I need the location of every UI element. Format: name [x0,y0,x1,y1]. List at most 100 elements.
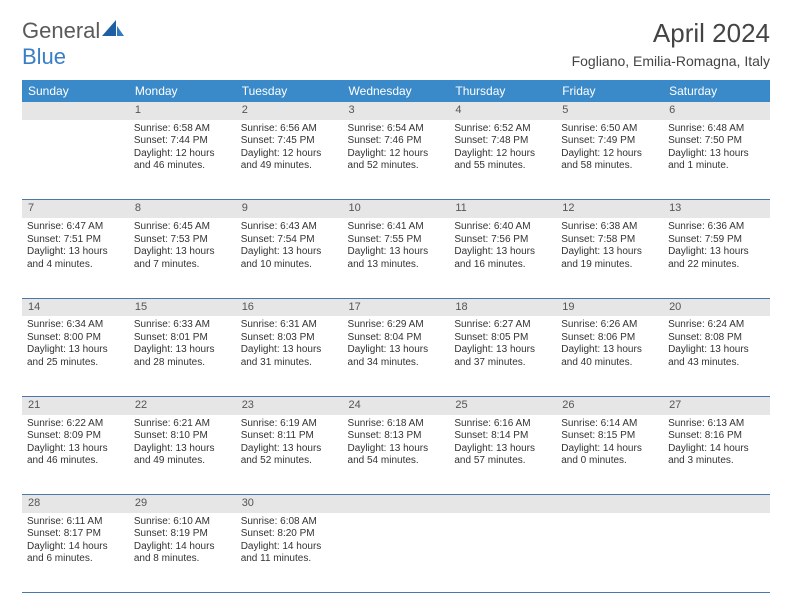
day-cell: Sunrise: 6:38 AMSunset: 7:58 PMDaylight:… [556,218,663,298]
day-number: 7 [22,200,129,218]
sunrise-text: Sunrise: 6:21 AM [134,418,231,431]
daylight-text: Daylight: 12 hours and 49 minutes. [241,148,338,173]
sunset-text: Sunset: 7:44 PM [134,135,231,148]
daylight-text: Daylight: 13 hours and 54 minutes. [348,443,445,468]
day-cell: Sunrise: 6:19 AMSunset: 8:11 PMDaylight:… [236,415,343,495]
daylight-text: Daylight: 14 hours and 3 minutes. [668,443,765,468]
day-number: 23 [236,396,343,414]
daylight-text: Daylight: 13 hours and 1 minute. [668,148,765,173]
daylight-text: Daylight: 13 hours and 22 minutes. [668,246,765,271]
day-number: 9 [236,200,343,218]
day-cell: Sunrise: 6:34 AMSunset: 8:00 PMDaylight:… [22,316,129,396]
daylight-text: Daylight: 12 hours and 58 minutes. [561,148,658,173]
day-cell [343,513,450,593]
sunset-text: Sunset: 8:03 PM [241,332,338,345]
logo: General Blue [22,18,124,70]
day-number: 29 [129,495,236,513]
sunset-text: Sunset: 8:16 PM [668,430,765,443]
sunset-text: Sunset: 8:20 PM [241,528,338,541]
sunrise-text: Sunrise: 6:22 AM [27,418,124,431]
day-cell: Sunrise: 6:13 AMSunset: 8:16 PMDaylight:… [663,415,770,495]
day-number: 19 [556,298,663,316]
sunrise-text: Sunrise: 6:29 AM [348,319,445,332]
day-number: 6 [663,102,770,120]
daynum-row: 78910111213 [22,200,770,218]
day-cell: Sunrise: 6:58 AMSunset: 7:44 PMDaylight:… [129,120,236,200]
day-cell: Sunrise: 6:18 AMSunset: 8:13 PMDaylight:… [343,415,450,495]
sunrise-text: Sunrise: 6:47 AM [27,221,124,234]
day-cell: Sunrise: 6:11 AMSunset: 8:17 PMDaylight:… [22,513,129,593]
day-number: 13 [663,200,770,218]
day-number: 21 [22,396,129,414]
daylight-text: Daylight: 14 hours and 0 minutes. [561,443,658,468]
day-cell: Sunrise: 6:52 AMSunset: 7:48 PMDaylight:… [449,120,556,200]
logo-word1: General [22,18,100,43]
sunrise-text: Sunrise: 6:14 AM [561,418,658,431]
sunrise-text: Sunrise: 6:13 AM [668,418,765,431]
day-number: 30 [236,495,343,513]
day-cell: Sunrise: 6:43 AMSunset: 7:54 PMDaylight:… [236,218,343,298]
daynum-row: 123456 [22,102,770,120]
sunset-text: Sunset: 8:11 PM [241,430,338,443]
day-cell: Sunrise: 6:54 AMSunset: 7:46 PMDaylight:… [343,120,450,200]
day-number: 2 [236,102,343,120]
day-cell [556,513,663,593]
sunset-text: Sunset: 8:10 PM [134,430,231,443]
sunrise-text: Sunrise: 6:38 AM [561,221,658,234]
sunrise-text: Sunrise: 6:36 AM [668,221,765,234]
sunset-text: Sunset: 8:09 PM [27,430,124,443]
day-number: 11 [449,200,556,218]
day-cell: Sunrise: 6:27 AMSunset: 8:05 PMDaylight:… [449,316,556,396]
sunrise-text: Sunrise: 6:18 AM [348,418,445,431]
weekday-header: Saturday [663,80,770,102]
daylight-text: Daylight: 13 hours and 46 minutes. [27,443,124,468]
day-number [343,495,450,513]
sunset-text: Sunset: 7:45 PM [241,135,338,148]
day-number: 1 [129,102,236,120]
location: Fogliano, Emilia-Romagna, Italy [572,53,770,69]
day-cell: Sunrise: 6:33 AMSunset: 8:01 PMDaylight:… [129,316,236,396]
sunset-text: Sunset: 8:19 PM [134,528,231,541]
sunrise-text: Sunrise: 6:08 AM [241,516,338,529]
sunrise-text: Sunrise: 6:40 AM [454,221,551,234]
day-cell [22,120,129,200]
sunrise-text: Sunrise: 6:27 AM [454,319,551,332]
day-number: 14 [22,298,129,316]
day-number: 22 [129,396,236,414]
day-cell: Sunrise: 6:21 AMSunset: 8:10 PMDaylight:… [129,415,236,495]
daylight-text: Daylight: 13 hours and 19 minutes. [561,246,658,271]
logo-word2: Blue [22,44,66,69]
sunset-text: Sunset: 8:13 PM [348,430,445,443]
sunrise-text: Sunrise: 6:50 AM [561,123,658,136]
daylight-text: Daylight: 13 hours and 31 minutes. [241,344,338,369]
title-block: April 2024 Fogliano, Emilia-Romagna, Ita… [572,18,770,69]
weekday-header-row: Sunday Monday Tuesday Wednesday Thursday… [22,80,770,102]
sunrise-text: Sunrise: 6:45 AM [134,221,231,234]
day-cell: Sunrise: 6:41 AMSunset: 7:55 PMDaylight:… [343,218,450,298]
sunset-text: Sunset: 7:56 PM [454,234,551,247]
sunset-text: Sunset: 8:08 PM [668,332,765,345]
week-row: Sunrise: 6:47 AMSunset: 7:51 PMDaylight:… [22,218,770,298]
day-cell: Sunrise: 6:56 AMSunset: 7:45 PMDaylight:… [236,120,343,200]
daynum-row: 21222324252627 [22,396,770,414]
day-number [556,495,663,513]
daylight-text: Daylight: 13 hours and 49 minutes. [134,443,231,468]
sunset-text: Sunset: 7:59 PM [668,234,765,247]
daylight-text: Daylight: 14 hours and 8 minutes. [134,541,231,566]
sunrise-text: Sunrise: 6:10 AM [134,516,231,529]
sunset-text: Sunset: 7:50 PM [668,135,765,148]
day-number: 16 [236,298,343,316]
day-cell [449,513,556,593]
sunset-text: Sunset: 8:05 PM [454,332,551,345]
logo-text: General Blue [22,18,124,70]
sunrise-text: Sunrise: 6:43 AM [241,221,338,234]
daylight-text: Daylight: 14 hours and 6 minutes. [27,541,124,566]
day-number: 27 [663,396,770,414]
sunrise-text: Sunrise: 6:33 AM [134,319,231,332]
sunset-text: Sunset: 7:53 PM [134,234,231,247]
sunrise-text: Sunrise: 6:41 AM [348,221,445,234]
sunset-text: Sunset: 7:46 PM [348,135,445,148]
day-cell: Sunrise: 6:26 AMSunset: 8:06 PMDaylight:… [556,316,663,396]
sunrise-text: Sunrise: 6:52 AM [454,123,551,136]
calendar-table: Sunday Monday Tuesday Wednesday Thursday… [22,80,770,593]
